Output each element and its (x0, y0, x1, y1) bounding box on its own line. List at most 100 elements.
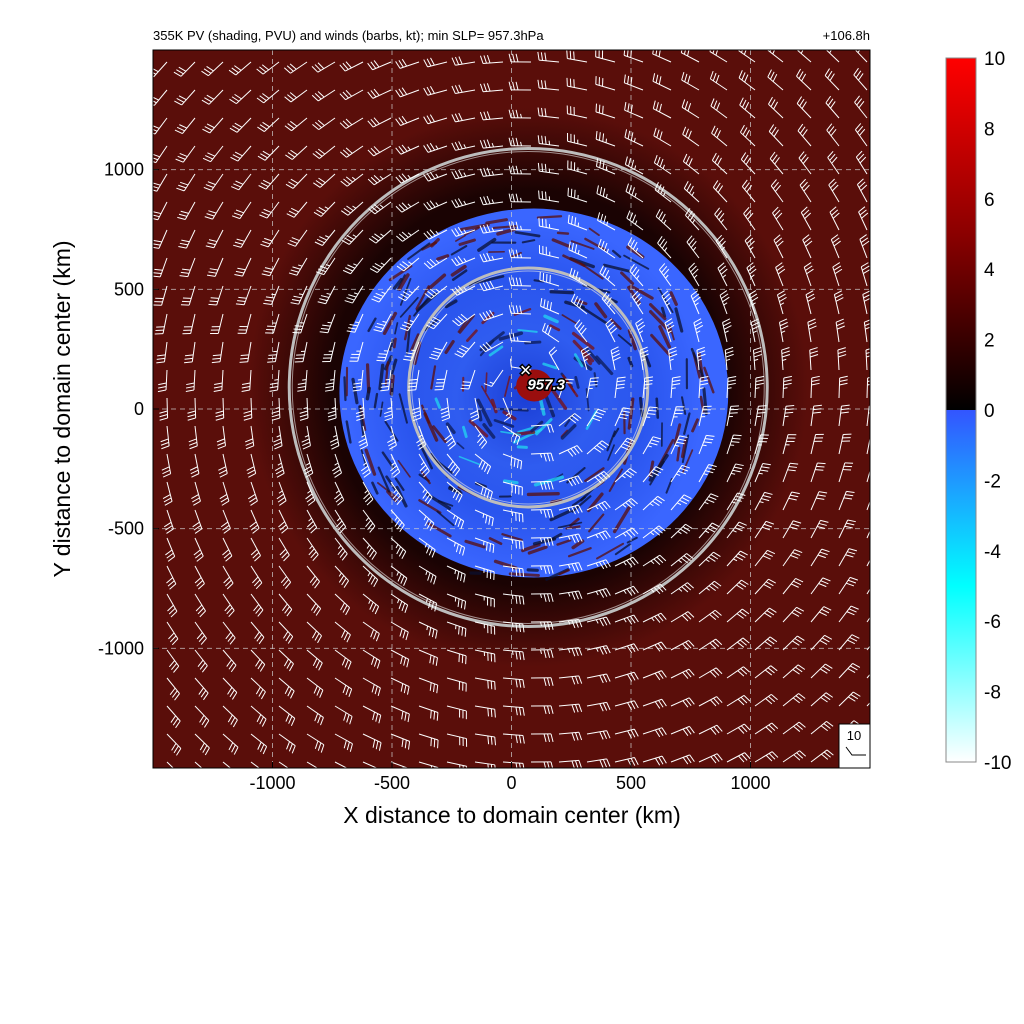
pv-streak (371, 481, 379, 495)
wind-barb (395, 144, 420, 155)
wind-barb (250, 537, 261, 562)
wind-barb (324, 369, 336, 392)
wind-barb (642, 376, 654, 399)
wind-barb (567, 187, 588, 203)
wind-barb (222, 593, 235, 618)
wind-barb (642, 612, 667, 623)
wind-barb (810, 519, 829, 539)
wind-barb (418, 649, 438, 666)
wind-barb (250, 705, 267, 727)
wind-barb (418, 733, 439, 749)
pv-streak (430, 237, 440, 248)
wind-barb (652, 100, 672, 119)
wind-barb (858, 206, 869, 231)
pv-streak (648, 460, 655, 478)
wind-barb (237, 313, 252, 334)
wind-barb (241, 369, 252, 392)
wind-barb (698, 667, 723, 679)
pv-streak (549, 324, 561, 332)
pv-streak (503, 479, 519, 485)
wind-barb (614, 700, 639, 711)
wind-barb (854, 50, 868, 63)
wind-barb (863, 319, 870, 343)
wind-barb (586, 673, 611, 684)
wind-barb (313, 201, 336, 217)
wind-barb (838, 490, 855, 511)
wind-barb (502, 761, 525, 768)
wind-barb (837, 347, 847, 371)
wind-barb (586, 758, 611, 768)
wind-barb (639, 346, 649, 371)
pv-streak (608, 468, 623, 493)
wind-barb (741, 179, 756, 203)
wind-barb (205, 229, 224, 249)
wind-barb (423, 142, 448, 153)
wind-barb (395, 87, 420, 98)
wind-barb (838, 462, 854, 483)
wind-barb (782, 606, 805, 623)
pv-streak (561, 314, 578, 325)
pv-streak (464, 539, 486, 549)
wind-barb (166, 705, 181, 729)
wind-barb (538, 245, 560, 259)
wind-barb (502, 705, 525, 716)
wind-barb (739, 124, 756, 147)
pv-streak (549, 290, 575, 295)
wind-barb (153, 201, 168, 221)
wind-barb (339, 61, 364, 72)
wind-barb (726, 579, 749, 595)
pv-streak (669, 291, 678, 306)
pv-streak (480, 385, 495, 407)
wind-barb (423, 171, 448, 182)
wind-barb (530, 733, 554, 743)
wind-barb (423, 57, 448, 68)
wind-barb (754, 665, 778, 679)
wind-barb (261, 257, 280, 277)
pv-streak (466, 329, 478, 342)
pv-streak (397, 273, 410, 291)
wind-barb (434, 369, 448, 391)
wind-barb (537, 162, 560, 175)
wind-barb (803, 262, 814, 287)
pv-streak (450, 264, 467, 277)
pv-streak (673, 423, 682, 445)
wind-barb (194, 565, 205, 590)
wind-barb (567, 214, 588, 231)
wind-barb (773, 234, 784, 259)
wind-barb (726, 666, 751, 679)
wind-barb (208, 285, 224, 306)
wind-barb (395, 58, 420, 69)
pv-streak (643, 353, 652, 368)
wind-barb (479, 252, 504, 263)
wind-barb (451, 198, 476, 208)
wind-barb (259, 201, 280, 219)
wind-barb (184, 341, 196, 364)
wind-barb (717, 262, 728, 287)
wind-barb (222, 733, 239, 755)
wind-barb (567, 133, 588, 147)
wind-barb (176, 173, 196, 192)
wind-barb (451, 169, 476, 180)
wind-barb (558, 504, 583, 515)
colorbar-tick-label: -10 (984, 753, 1011, 774)
wind-barb (782, 404, 795, 427)
wind-barb (508, 249, 532, 259)
wind-barb (738, 70, 756, 91)
pv-streak (428, 273, 447, 290)
wind-barb (690, 290, 701, 315)
wind-barb (287, 229, 308, 247)
wind-barb (426, 313, 448, 330)
wind-barb (451, 256, 476, 267)
wind-barb (166, 649, 180, 673)
wind-barb (246, 453, 257, 478)
wind-barb (595, 130, 616, 147)
wind-barb (178, 229, 196, 249)
wind-barb (586, 730, 611, 740)
wind-barb (474, 677, 496, 690)
colorbar-tick-label: 0 (984, 401, 995, 422)
pv-streak (614, 543, 631, 556)
wind-barb (390, 593, 409, 614)
pv-streak (456, 442, 465, 450)
wind-barb (395, 201, 420, 213)
wind-barb (306, 761, 319, 768)
